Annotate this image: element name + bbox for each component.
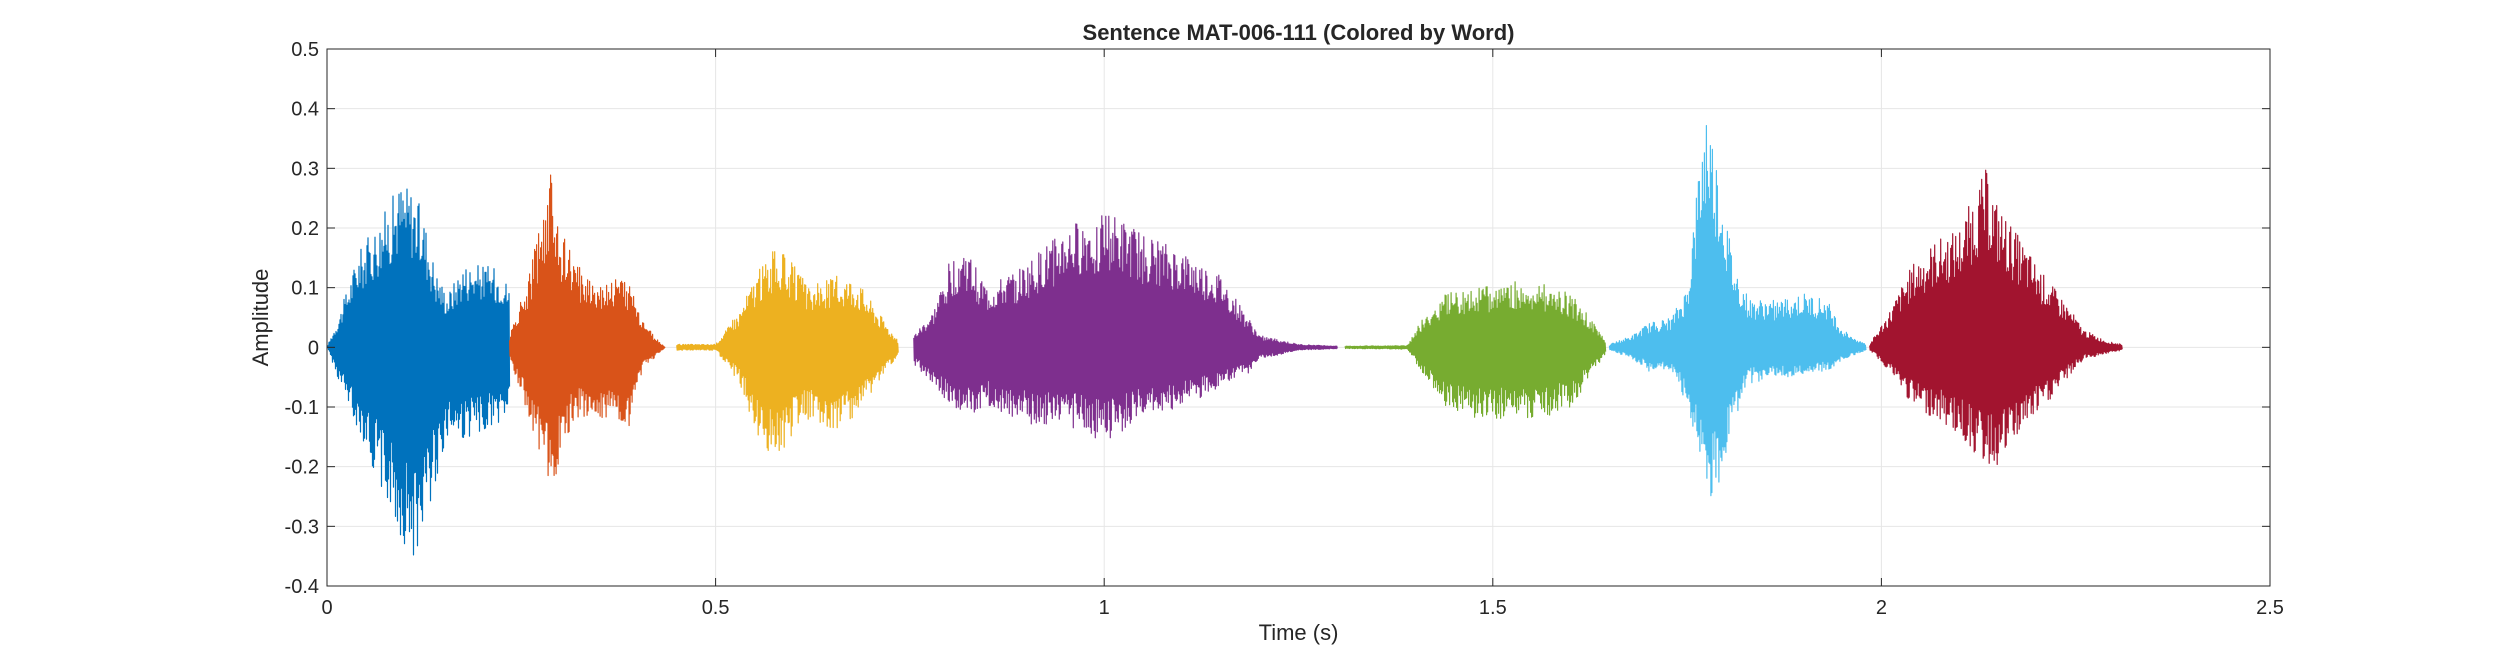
series-layer (326, 125, 2123, 556)
y-tick-label: -0.2 (285, 457, 319, 479)
x-tick-label: 2 (1876, 597, 1887, 619)
waveform-series-7 (1869, 169, 2123, 465)
y-axis-label: Amplitude (248, 269, 273, 367)
y-tick-label: 0.3 (291, 158, 319, 180)
waveform-series-5 (1344, 281, 1607, 419)
waveform-series-4 (913, 215, 1338, 439)
x-tick-label: 1.5 (1479, 597, 1507, 619)
axes-box (326, 48, 2271, 587)
y-tick-label: 0.2 (291, 218, 319, 240)
y-tick-label: -0.4 (285, 576, 319, 598)
y-tick-label: 0.4 (291, 99, 319, 121)
x-tick-label: 0.5 (702, 597, 730, 619)
y-tick-label: -0.1 (285, 397, 319, 419)
x-tick-label: 1 (1099, 597, 1110, 619)
y-tick-label: -0.3 (285, 516, 319, 538)
x-tick-label: 2.5 (2256, 597, 2284, 619)
chart-title: Sentence MAT-006-111 (Colored by Word) (1083, 20, 1515, 45)
waveform-series-1 (326, 188, 511, 556)
x-axis-label: Time (s) (1259, 620, 1339, 645)
axes (326, 48, 2271, 587)
x-tick-label: 0 (321, 597, 332, 619)
y-tick-label: 0.1 (291, 278, 319, 300)
waveform-series-3 (676, 251, 899, 451)
tick-labels: 0 0.5 1 1.5 2 2.5 0.5 0.4 0.3 0.2 0.1 0 -0.1 -0.2 -0.3… (285, 39, 2284, 619)
y-tick-label: 0 (308, 337, 319, 359)
y-tick-label: 0.5 (291, 39, 319, 61)
waveform-series-2 (509, 174, 666, 477)
waveform-series-6 (1608, 125, 1867, 497)
